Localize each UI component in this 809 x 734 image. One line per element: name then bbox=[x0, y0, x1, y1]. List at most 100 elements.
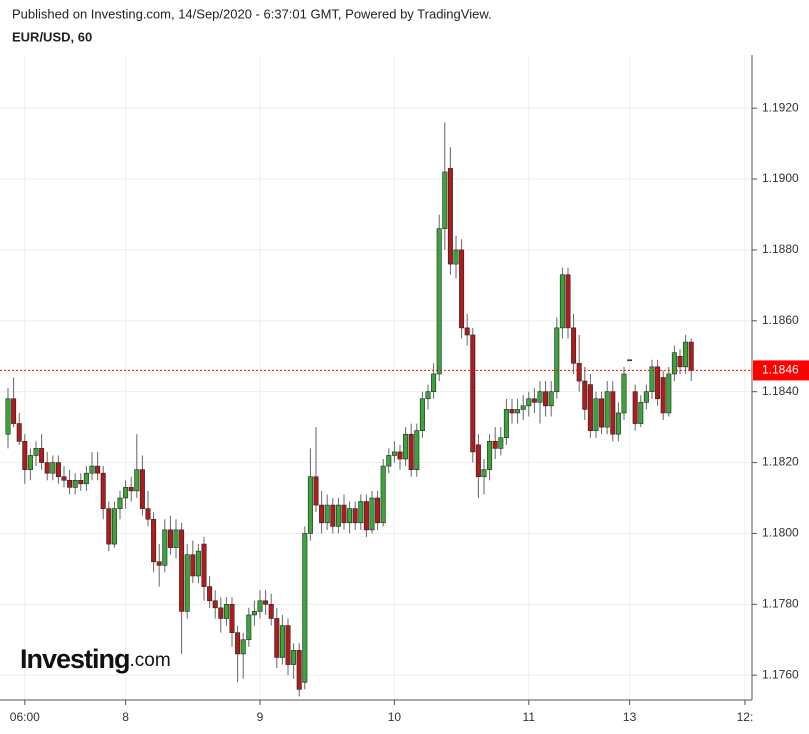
candle-body bbox=[123, 487, 129, 499]
candle-body bbox=[162, 529, 168, 566]
candle-body bbox=[83, 472, 89, 485]
candle-body bbox=[419, 398, 425, 431]
candle-body bbox=[492, 440, 498, 449]
candle-body bbox=[582, 380, 588, 410]
candle-body bbox=[95, 465, 101, 474]
candle-body bbox=[257, 600, 263, 612]
candle-body bbox=[100, 472, 106, 509]
candle-body bbox=[610, 391, 616, 435]
candle-body bbox=[78, 479, 84, 485]
watermark-main: Investing bbox=[20, 644, 130, 674]
candle-body bbox=[683, 341, 689, 368]
candle-body bbox=[442, 171, 448, 229]
candle-body bbox=[106, 508, 112, 545]
x-tick-label: 9 bbox=[257, 710, 264, 724]
candle-body bbox=[212, 600, 218, 609]
candle-body bbox=[666, 373, 672, 414]
candle-body bbox=[33, 448, 39, 456]
candle-body bbox=[179, 529, 185, 612]
candle-body bbox=[151, 518, 157, 563]
candle-body bbox=[39, 448, 45, 463]
candle-body bbox=[375, 497, 381, 524]
watermark-suffix: .com bbox=[130, 650, 171, 671]
candle-body bbox=[397, 451, 403, 460]
candle-body bbox=[27, 455, 33, 470]
candle-body bbox=[537, 391, 543, 403]
candle-body bbox=[347, 508, 353, 524]
candle-body bbox=[358, 501, 364, 524]
candle-body bbox=[503, 409, 509, 439]
candle-body bbox=[251, 611, 257, 616]
candle-body bbox=[587, 384, 593, 431]
candle-body bbox=[515, 409, 521, 414]
candle-body bbox=[571, 327, 577, 364]
candle-body bbox=[655, 366, 661, 400]
candle-body bbox=[296, 650, 302, 690]
candle-body bbox=[649, 366, 655, 392]
candle-body bbox=[235, 632, 241, 655]
candle-body bbox=[50, 462, 56, 474]
candle-body bbox=[218, 607, 224, 619]
candles bbox=[0, 122, 752, 697]
candle-body bbox=[369, 497, 375, 531]
candle-body bbox=[279, 625, 285, 658]
candle-body bbox=[487, 440, 493, 470]
candle-body bbox=[229, 604, 235, 633]
candle-body bbox=[386, 455, 392, 467]
candle-body bbox=[481, 469, 487, 478]
candle-body bbox=[599, 398, 605, 428]
candle-body bbox=[67, 479, 73, 488]
candle-body bbox=[403, 433, 409, 460]
candle-body bbox=[352, 508, 358, 524]
candle-body bbox=[554, 327, 560, 392]
x-tick-label: 12: bbox=[737, 710, 754, 724]
x-tick-label: 06:00 bbox=[10, 710, 40, 724]
candle-body bbox=[459, 249, 465, 329]
candle-body bbox=[380, 465, 386, 524]
y-tick-label: 1.1920 bbox=[762, 100, 799, 114]
candle-body bbox=[240, 639, 246, 655]
candle-body bbox=[576, 363, 582, 382]
candle-body bbox=[134, 469, 140, 492]
candle-body bbox=[475, 444, 481, 478]
x-tick-label: 11 bbox=[523, 710, 536, 724]
candle-body bbox=[319, 504, 325, 524]
y-tick-label: 1.1780 bbox=[762, 596, 799, 610]
candle-body bbox=[436, 228, 442, 375]
candle-body bbox=[195, 550, 201, 577]
candle-body bbox=[330, 504, 336, 527]
candle-body bbox=[509, 409, 515, 414]
candle-body bbox=[526, 398, 532, 407]
candle-body bbox=[285, 625, 291, 665]
candle-body bbox=[677, 355, 683, 368]
grid bbox=[0, 55, 752, 700]
candle-body bbox=[307, 476, 313, 534]
candle-body bbox=[627, 359, 633, 362]
candle-body bbox=[660, 377, 666, 414]
candle-body bbox=[408, 433, 414, 470]
candle-body bbox=[470, 334, 476, 453]
candle-body bbox=[156, 561, 162, 566]
candle-body bbox=[559, 274, 565, 329]
candle-body bbox=[268, 604, 274, 619]
candle-body bbox=[391, 451, 397, 456]
candle-body bbox=[604, 391, 610, 428]
candle-body bbox=[89, 465, 95, 474]
candle-body bbox=[520, 405, 526, 410]
y-tick-label: 1.1760 bbox=[762, 667, 799, 681]
candle-body bbox=[201, 543, 207, 587]
candle-body bbox=[184, 554, 190, 612]
candle-body bbox=[324, 504, 330, 524]
candle-body bbox=[621, 373, 627, 414]
last-price-box bbox=[753, 360, 809, 381]
axes: 1.1760 1.1780 1.1800 1.1820 1.1840 1.1860 1.18… bbox=[10, 100, 809, 724]
candle-body bbox=[22, 440, 28, 470]
x-tick-label: 8 bbox=[122, 710, 129, 724]
watermark: Investing.com bbox=[20, 644, 171, 674]
candle-body bbox=[615, 412, 621, 435]
candle-body bbox=[173, 529, 179, 548]
x-tick-label: 10 bbox=[388, 710, 402, 724]
chart-title: EUR/USD, 60 bbox=[12, 29, 92, 44]
y-tick-label: 1.1860 bbox=[762, 313, 799, 327]
